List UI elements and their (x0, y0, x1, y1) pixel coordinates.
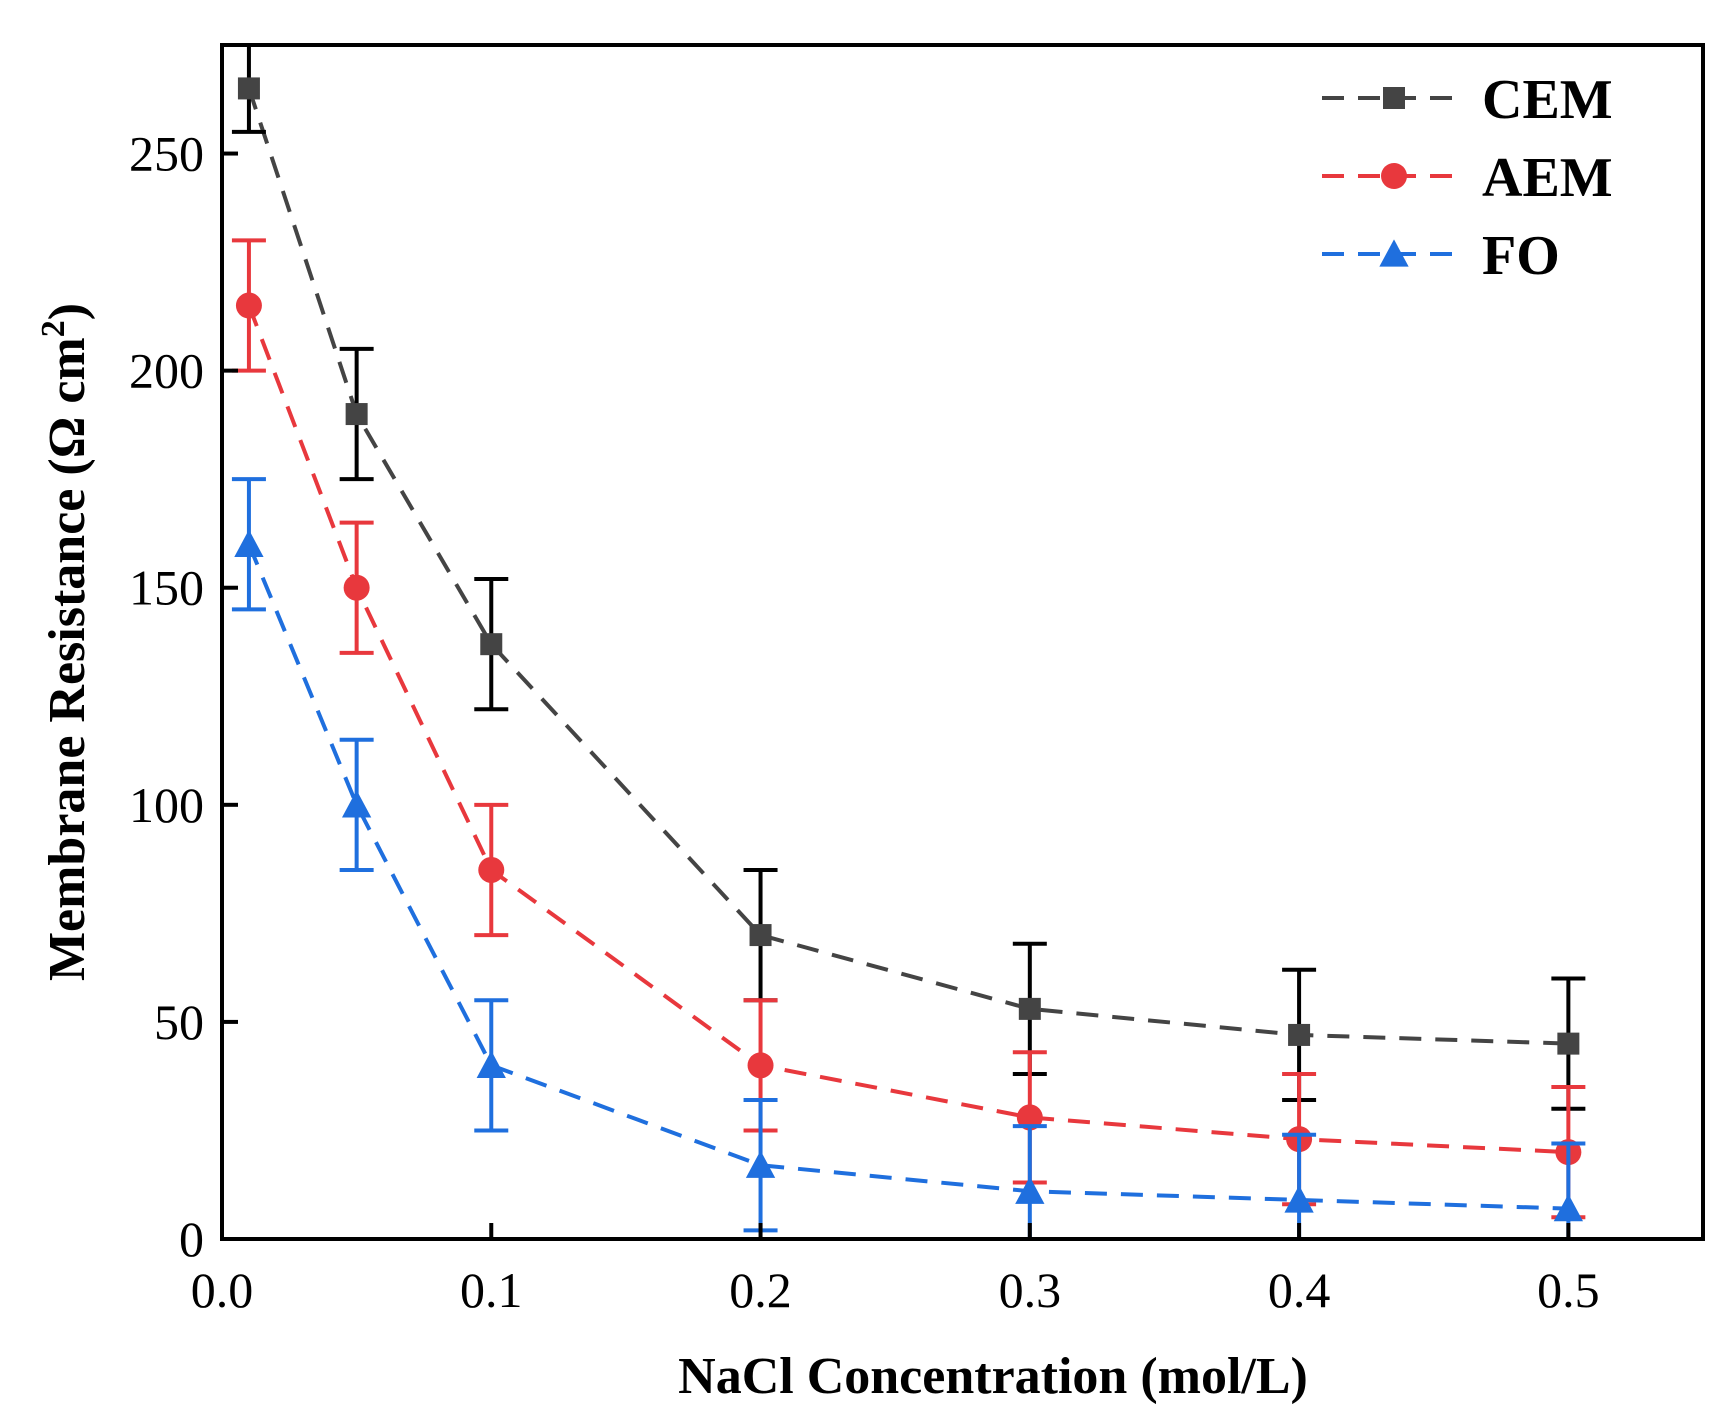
y-axis-title: Membrane Resistance (Ω cm2) (35, 303, 96, 981)
series-fo (231, 477, 1586, 1239)
legend-marker-fo (1379, 239, 1409, 267)
data-point-cem (1288, 1023, 1311, 1046)
data-point-fo (476, 1050, 506, 1078)
legend-entry-fo: FO (1322, 225, 1560, 287)
data-point-cem (1557, 1032, 1580, 1055)
x-tick-label: 0.1 (460, 1262, 523, 1318)
x-tick-label: 0.0 (191, 1262, 254, 1318)
data-point-cem (480, 633, 503, 656)
data-point-aem (235, 292, 262, 319)
y-axis-title-close: ) (39, 303, 96, 320)
legend-entry-cem: CEM (1322, 69, 1613, 131)
legend-marker-aem (1381, 163, 1407, 189)
plot-frame (220, 43, 1705, 1241)
y-axis-title-superscript: 2 (35, 320, 72, 337)
data-point-fo (341, 790, 372, 818)
data-point-fo (1553, 1193, 1584, 1222)
series-line-aem (247, 304, 1569, 1155)
y-tick-label: 100 (129, 777, 204, 833)
legend-label-cem: CEM (1482, 69, 1613, 131)
series-cem (231, 43, 1586, 1111)
data-point-aem (343, 574, 370, 601)
data-point-cem (345, 403, 368, 426)
x-axis-title: NaCl Concentration (mol/L) (678, 1348, 1308, 1405)
data-point-aem (478, 856, 505, 883)
data-point-cem (1018, 997, 1041, 1020)
y-tick-label: 50 (154, 994, 204, 1050)
y-axis-title-main: Membrane Resistance (Ω cm (39, 337, 96, 981)
data-point-aem (1016, 1104, 1043, 1131)
legend-marker-cem (1383, 87, 1405, 109)
series-line-cem (247, 87, 1569, 1046)
data-point-fo (234, 529, 264, 557)
series-layer (231, 43, 1586, 1239)
data-point-aem (747, 1052, 774, 1079)
series-aem (231, 238, 1586, 1220)
legend: CEM AEM FO (1322, 69, 1613, 287)
y-tick-label: 200 (129, 343, 204, 399)
x-tick-label: 0.5 (1537, 1262, 1600, 1318)
y-tick-label: 150 (129, 560, 204, 616)
legend-entry-aem: AEM (1322, 147, 1613, 209)
data-point-fo (1015, 1176, 1045, 1204)
data-point-fo (1284, 1185, 1314, 1213)
legend-label-aem: AEM (1482, 147, 1613, 209)
series-line-fo (247, 543, 1569, 1211)
y-tick-label: 250 (129, 126, 204, 182)
x-tick-label: 0.2 (729, 1262, 792, 1318)
y-tick-label: 0 (179, 1211, 204, 1267)
ticks-layer: 0.0 0.1 0.2 0.3 0.4 0.5 0 50 100 150 200 250 (129, 126, 1600, 1318)
legend-label-fo: FO (1482, 225, 1560, 287)
data-point-fo (745, 1150, 776, 1178)
x-tick-label: 0.3 (999, 1262, 1062, 1318)
x-tick-label: 0.4 (1268, 1262, 1331, 1318)
data-point-cem (237, 77, 260, 100)
data-point-cem (749, 924, 772, 947)
